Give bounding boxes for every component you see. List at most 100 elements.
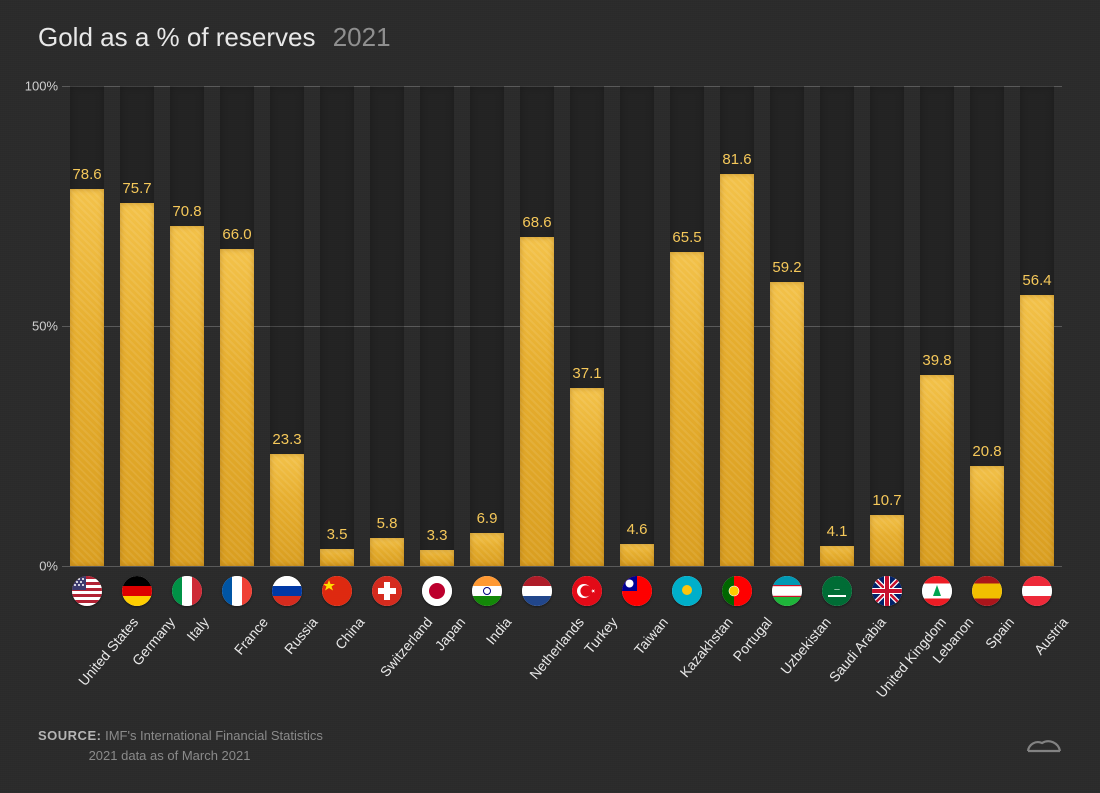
country-label: Taiwan [631,614,671,658]
flag-icon [172,576,202,606]
bar-slot: 68.6Netherlands [512,86,562,566]
country-label: Portugal [730,614,776,664]
bar-value-label: 37.1 [572,365,601,382]
flag-icon [672,576,702,606]
bar [120,203,154,566]
flag-icon [72,576,102,606]
flag-icon [1022,576,1052,606]
bar [170,226,204,566]
bar-value-label: 4.6 [627,521,648,538]
bar-value-label: 59.2 [772,259,801,276]
bar-slot: 20.8Spain [962,86,1012,566]
bar-slot: 75.7Germany [112,86,162,566]
bar [320,549,354,566]
source-footer: SOURCE: IMF's International Financial St… [38,726,323,765]
bar [720,174,754,566]
country-label: Austria [1031,614,1071,658]
bar-background [320,86,354,566]
y-axis-label: 100% [18,79,58,94]
title-text: Gold as a % of reserves [38,22,315,52]
country-label: Switzerland [377,614,436,680]
bar [370,538,404,566]
bar-value-label: 10.7 [872,492,901,509]
flag-icon [272,576,302,606]
bar-background [370,86,404,566]
flag-icon [372,576,402,606]
bar-slot: 81.6Portugal [712,86,762,566]
bar-background [620,86,654,566]
svg-text:ـــ: ـــ [833,586,840,592]
bar-value-label: 4.1 [827,523,848,540]
source-note: 2021 data as of March 2021 [89,748,251,763]
country-label: Russia [281,614,321,657]
bar-slot: 65.5Kazakhstan [662,86,712,566]
bar [670,252,704,566]
bar [520,237,554,566]
bar-background [820,86,854,566]
bar-slot: 10.7United Kingdom [862,86,912,566]
bar-slot: 37.1Turkey [562,86,612,566]
y-axis-label: 50% [18,319,58,334]
country-label: Saudi Arabia [826,614,889,685]
bar-slot: 3.3Japan [412,86,462,566]
flag-icon [722,576,752,606]
bar-value-label: 78.6 [72,166,101,183]
gridline [62,566,1062,567]
bar-value-label: 66.0 [222,226,251,243]
bar [270,454,304,566]
bar [770,282,804,566]
source-text: IMF's International Financial Statistics [105,728,323,743]
publisher-logo-icon [1022,721,1066,765]
bar-slot: 59.2Uzbekistan [762,86,812,566]
bar-slot: 39.8Lebanon [912,86,962,566]
y-axis-label: 0% [18,559,58,574]
bar-value-label: 20.8 [972,443,1001,460]
flag-icon [522,576,552,606]
country-label: United States [75,614,141,689]
bar [970,466,1004,566]
flag-icon [422,576,452,606]
country-label: Netherlands [526,614,587,682]
bar-slot: 66.0France [212,86,262,566]
bar-slot: 23.3Russia [262,86,312,566]
bar-background [470,86,504,566]
bar [70,189,104,566]
bar-chart: 0%50%100%78.6United States75.7Germany70.… [62,86,1062,566]
bar-slot: 5.8Switzerland [362,86,412,566]
bar-value-label: 3.3 [427,527,448,544]
bar-value-label: 70.8 [172,203,201,220]
source-label: SOURCE: [38,728,101,743]
bar-slot: 78.6United States [62,86,112,566]
bar-value-label: 68.6 [522,214,551,231]
country-label: China [332,614,368,652]
flag-icon [322,576,352,606]
bar [820,546,854,566]
country-label: India [483,614,515,648]
bar-slot: 4.6Taiwan [612,86,662,566]
flag-icon: ـــ [822,576,852,606]
title-year: 2021 [333,22,391,52]
flag-icon [972,576,1002,606]
country-label: France [231,614,271,658]
flag-icon [772,576,802,606]
bar [870,515,904,566]
bar-value-label: 81.6 [722,151,751,168]
country-label: Italy [183,614,212,644]
flag-icon [622,576,652,606]
bar-slot: 56.4Austria [1012,86,1062,566]
bar [220,249,254,566]
bar-slot: 4.1ـــSaudi Arabia [812,86,862,566]
country-label: Spain [982,614,1017,652]
bar-value-label: 56.4 [1022,272,1051,289]
bar-value-label: 23.3 [272,431,301,448]
bar [470,533,504,566]
bar [1020,295,1054,566]
bar [570,388,604,566]
flag-icon [122,576,152,606]
country-label: Japan [432,614,469,654]
bar [420,550,454,566]
bar-slot: 6.9India [462,86,512,566]
bar-slot: 3.5China [312,86,362,566]
bar-value-label: 3.5 [327,526,348,543]
flag-icon [472,576,502,606]
